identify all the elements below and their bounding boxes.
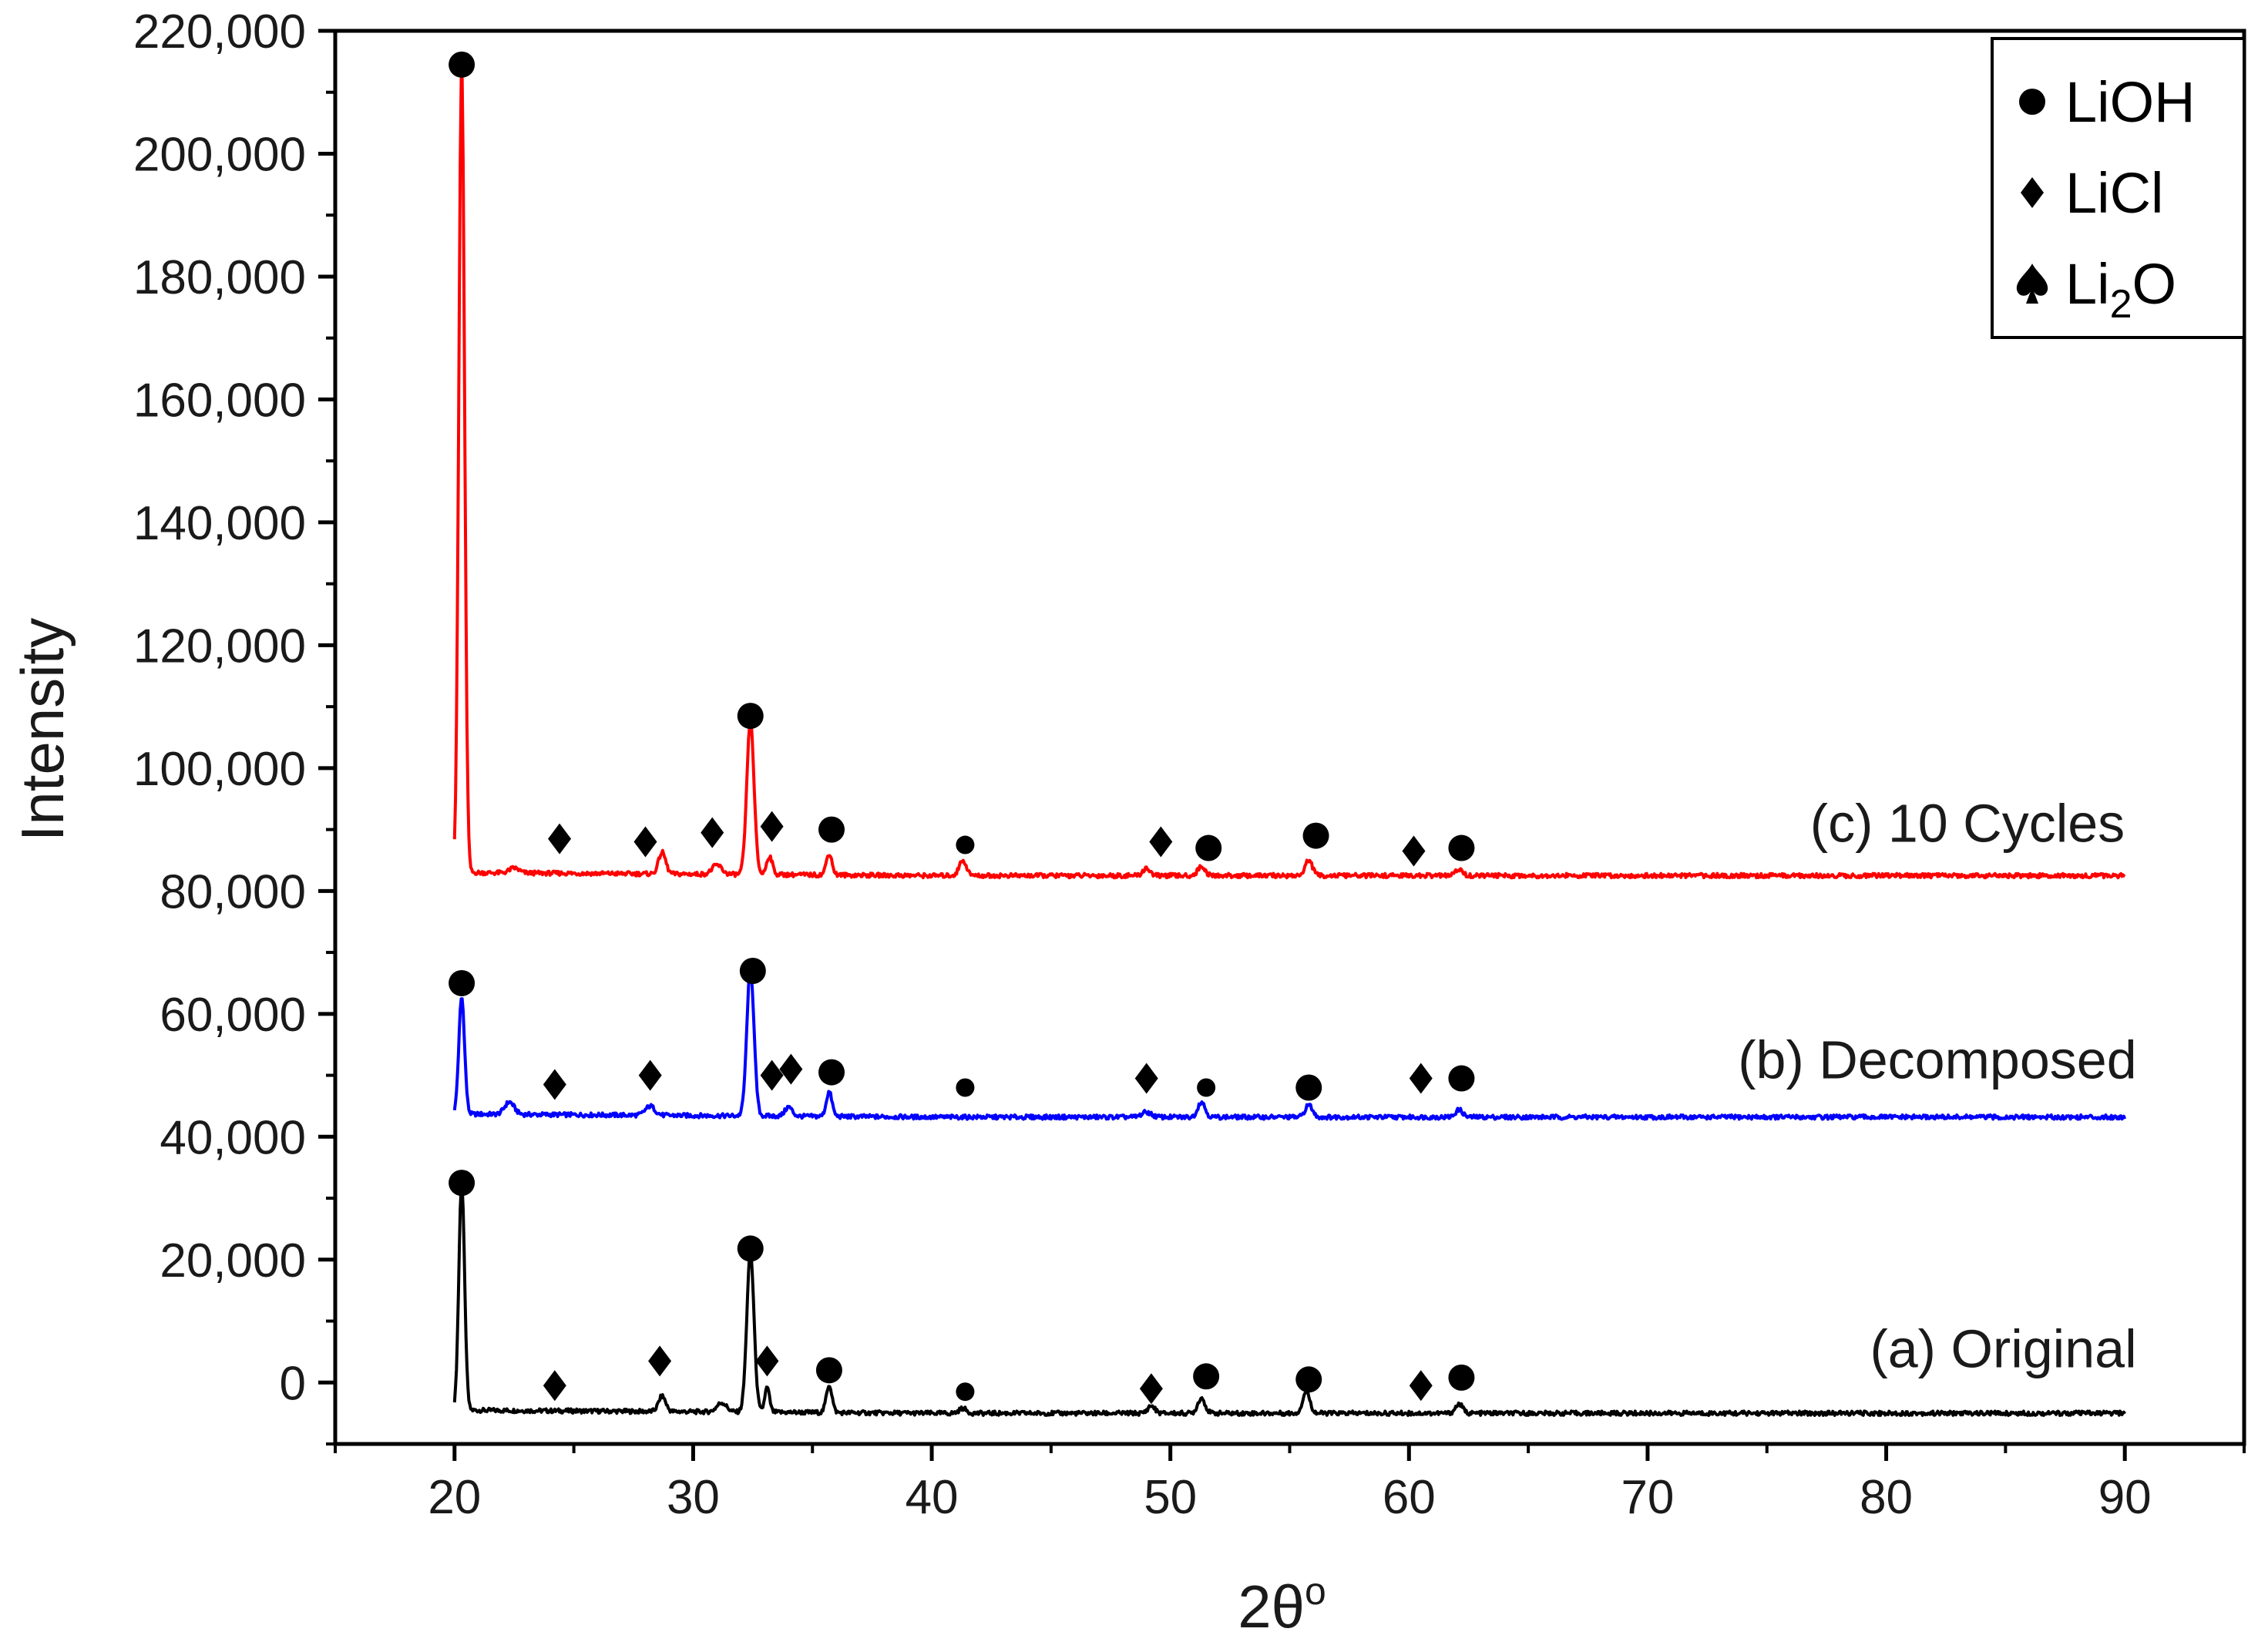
peak-marker-circle	[449, 1170, 475, 1197]
peak-marker-circle	[1448, 834, 1475, 861]
peak-marker-circle	[1193, 1363, 1220, 1390]
y-tick-label: 180,000	[133, 251, 306, 304]
y-tick-label: 0	[280, 1357, 306, 1410]
labels-layer: 2θo Intensity (a) Original (b) Decomposed (c…	[8, 618, 2137, 1640]
series-layer	[452, 76, 2127, 1417]
x-axis-title: 2θo	[1238, 1570, 1326, 1640]
legend-entry-label: LiCl	[2065, 161, 2163, 225]
peak-marker-diamond	[548, 823, 572, 855]
y-tick-label: 60,000	[160, 989, 306, 1042]
peak-marker-diamond	[543, 1370, 566, 1402]
series-line-0	[452, 1185, 2126, 1417]
peak-marker-diamond	[760, 811, 784, 842]
x-axis-title-text: 2θ	[1238, 1573, 1305, 1640]
peak-marker-circle-small	[956, 835, 975, 855]
peak-marker-circle	[818, 1059, 845, 1086]
peak-marker-diamond	[633, 826, 657, 858]
peak-marker-diamond	[755, 1345, 779, 1377]
peak-marker-diamond	[648, 1345, 672, 1377]
legend-spade-icon	[2016, 264, 2048, 304]
peak-marker-circle	[739, 958, 766, 985]
peak-marker-circle	[449, 51, 475, 78]
peak-marker-diamond	[760, 1059, 784, 1091]
y-tick-label: 140,000	[133, 497, 306, 550]
x-tick-label: 90	[2098, 1471, 2152, 1524]
series-label: (b) Decomposed	[1738, 1030, 2136, 1090]
peak-marker-circle	[449, 969, 475, 996]
series-label: (a) Original	[1870, 1318, 2136, 1378]
peak-marker-diamond	[1134, 1063, 1158, 1094]
marker-layer	[449, 51, 1475, 1405]
peak-marker-circle	[737, 703, 764, 730]
peak-marker-diamond	[1402, 835, 1426, 867]
peak-marker-circle	[1195, 834, 1222, 861]
x-tick-label: 70	[1621, 1471, 1674, 1524]
peak-marker-circle-small	[1197, 1078, 1216, 1097]
y-tick-label: 40,000	[160, 1111, 306, 1164]
x-tick-label: 20	[428, 1471, 481, 1524]
axes-layer: 0 20,000 40,000 60,000 80,000 100,000 120,000 1…	[133, 5, 2246, 1524]
peak-marker-diamond	[638, 1059, 662, 1091]
peak-marker-circle-small	[956, 1382, 975, 1402]
peak-marker-circle	[1448, 1065, 1475, 1092]
peak-marker-circle	[1295, 1074, 1322, 1101]
legend-entry-text: LiOH	[2065, 70, 2196, 134]
y-tick-label: 200,000	[133, 128, 306, 181]
y-tick-label: 100,000	[133, 743, 306, 796]
x-axis-title-superscript: o	[1305, 1570, 1326, 1613]
peak-marker-diamond	[1149, 826, 1173, 858]
peak-marker-diamond	[701, 817, 724, 848]
x-tick-label: 60	[1383, 1471, 1436, 1524]
peak-marker-circle	[1295, 1366, 1322, 1393]
legend-entry-subscript: 2	[2110, 282, 2132, 327]
peak-marker-circle	[815, 1357, 842, 1384]
peak-marker-circle	[737, 1235, 764, 1262]
y-tick-label: 120,000	[133, 620, 306, 673]
peak-marker-circle	[1302, 822, 1329, 849]
legend-entry-text: LiCl	[2065, 161, 2163, 225]
peak-marker-diamond	[1409, 1063, 1433, 1094]
y-axis-title: Intensity	[8, 618, 76, 841]
peak-marker-diamond	[779, 1053, 803, 1085]
peak-marker-diamond	[1139, 1373, 1163, 1405]
legend-entry-label: Li2O	[2065, 252, 2176, 327]
legend-entry-text: Li	[2065, 252, 2110, 316]
peak-marker-circle-small	[956, 1078, 975, 1097]
y-tick-label: 80,000	[160, 865, 306, 918]
y-tick-label: 220,000	[133, 5, 306, 59]
y-tick-label: 20,000	[160, 1234, 306, 1288]
peak-marker-diamond	[543, 1069, 566, 1100]
peak-marker-diamond	[1409, 1370, 1433, 1402]
y-tick-label: 160,000	[133, 374, 306, 427]
x-tick-label: 80	[1860, 1471, 1913, 1524]
x-tick-label: 40	[906, 1471, 959, 1524]
legend-diamond-icon	[2021, 177, 2044, 208]
legend-entry-suffix: O	[2132, 252, 2177, 316]
legend-entry-label: LiOH	[2065, 70, 2196, 134]
legend: LiOH LiCl Li2O	[1991, 37, 2246, 339]
legend-circle-icon	[2019, 89, 2045, 115]
peak-marker-circle	[818, 816, 845, 843]
series-line-1	[452, 966, 2127, 1121]
x-tick-label: 50	[1144, 1471, 1197, 1524]
series-label: (c) 10 Cycles	[1810, 794, 2125, 854]
x-tick-label: 30	[667, 1471, 720, 1524]
series-line-2	[452, 76, 2126, 880]
peak-marker-circle	[1448, 1364, 1475, 1391]
